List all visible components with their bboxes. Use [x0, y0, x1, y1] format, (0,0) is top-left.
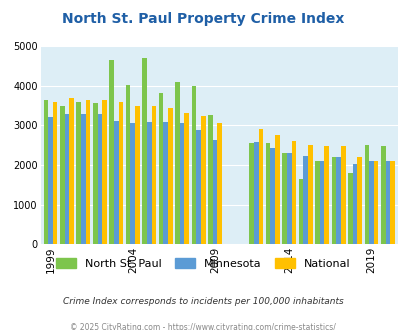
Bar	[335, 157, 340, 244]
Bar	[324, 146, 328, 244]
Bar	[130, 123, 135, 244]
Bar	[142, 58, 147, 244]
Bar	[340, 147, 345, 244]
Bar	[118, 102, 123, 244]
Bar	[126, 85, 130, 244]
Bar	[352, 164, 356, 244]
Bar	[364, 145, 368, 244]
Bar	[389, 161, 394, 244]
Bar	[281, 153, 286, 244]
Bar	[270, 148, 274, 244]
Text: © 2025 CityRating.com - https://www.cityrating.com/crime-statistics/: © 2025 CityRating.com - https://www.city…	[70, 323, 335, 330]
Bar	[319, 161, 324, 244]
Bar	[64, 114, 69, 244]
Bar	[109, 60, 114, 244]
Bar	[151, 106, 156, 244]
Bar	[217, 123, 222, 244]
Bar	[48, 117, 53, 244]
Bar	[102, 100, 107, 244]
Text: Crime Index corresponds to incidents per 100,000 inhabitants: Crime Index corresponds to incidents per…	[62, 297, 343, 306]
Bar	[43, 100, 48, 244]
Bar	[356, 157, 361, 244]
Bar	[179, 123, 184, 244]
Bar	[212, 141, 217, 244]
Bar	[291, 141, 295, 244]
Bar	[265, 143, 270, 244]
Bar	[208, 115, 212, 244]
Text: North St. Paul Property Crime Index: North St. Paul Property Crime Index	[62, 12, 343, 25]
Bar	[69, 98, 74, 244]
Bar	[168, 108, 172, 244]
Bar	[175, 82, 179, 244]
Bar	[368, 161, 373, 244]
Bar	[53, 102, 57, 244]
Bar	[249, 143, 254, 244]
Bar	[385, 161, 389, 244]
Bar	[114, 121, 118, 244]
Bar	[258, 129, 262, 244]
Bar	[331, 157, 335, 244]
Bar	[254, 142, 258, 244]
Bar	[303, 156, 307, 244]
Bar	[380, 146, 385, 244]
Bar	[286, 153, 291, 244]
Bar	[158, 93, 163, 244]
Bar	[298, 179, 303, 244]
Bar	[307, 145, 312, 244]
Bar	[314, 161, 319, 244]
Bar	[97, 114, 102, 244]
Bar	[60, 106, 64, 244]
Bar	[93, 103, 97, 244]
Bar	[373, 161, 377, 244]
Bar	[184, 113, 189, 244]
Bar	[135, 106, 139, 244]
Bar	[347, 173, 352, 244]
Bar	[196, 130, 200, 244]
Bar	[147, 122, 151, 244]
Bar	[163, 122, 168, 244]
Bar	[274, 135, 279, 244]
Bar	[191, 86, 196, 244]
Legend: North St. Paul, Minnesota, National: North St. Paul, Minnesota, National	[51, 254, 354, 273]
Bar	[200, 116, 205, 244]
Bar	[76, 102, 81, 244]
Bar	[85, 100, 90, 244]
Bar	[81, 114, 85, 244]
